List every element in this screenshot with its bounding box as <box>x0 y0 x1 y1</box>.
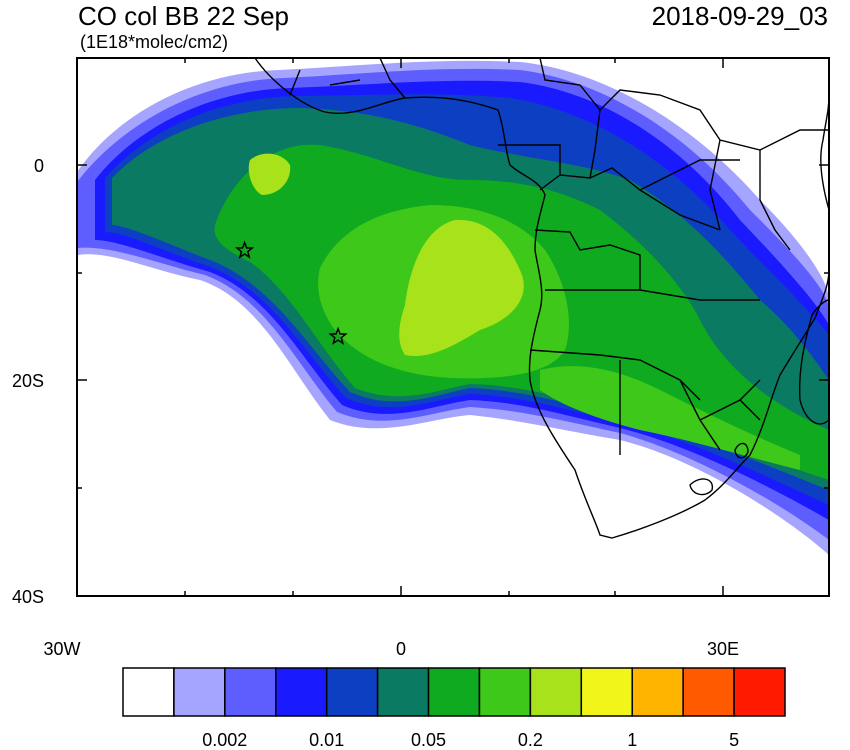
x-tick-label: 30W <box>43 639 80 659</box>
colorbar-label: 1 <box>627 730 637 750</box>
colorbar-swatch <box>427 667 481 717</box>
datetime-label: 2018-09-29_03 <box>651 1 828 31</box>
colorbar-label: 0.01 <box>309 730 344 750</box>
colorbar-swatch <box>631 667 684 717</box>
colorbar-swatch <box>325 667 379 717</box>
plume-level-yellow-green <box>399 219 524 356</box>
colorbar-label: 0.002 <box>202 730 247 750</box>
y-tick-label: 0 <box>34 156 44 176</box>
colorbar-swatch <box>122 667 175 717</box>
colorbar-swatch <box>529 667 583 717</box>
colorbar-swatch <box>478 667 532 717</box>
station-star-marker <box>234 240 255 259</box>
x-tick-label: 30E <box>707 639 739 659</box>
colorbar-swatch <box>580 667 633 717</box>
interior-borders <box>289 58 829 455</box>
plume-level-green-secondary <box>540 366 800 470</box>
colorbar-swatch <box>733 667 786 717</box>
y-tick-label: 20S <box>12 371 44 391</box>
colorbar-label: 0.05 <box>411 730 446 750</box>
africa-west-coast <box>254 58 829 539</box>
co-plume-field <box>77 60 829 556</box>
colorbar-swatch <box>275 667 328 717</box>
axis-ticks <box>76 58 829 596</box>
colorbar: 0.002 0.01 0.05 0.2 1 5 <box>122 667 786 750</box>
colorbar-swatch <box>173 667 226 717</box>
madagascar <box>798 299 829 425</box>
plume-level-yellow-green-arm <box>248 153 291 195</box>
colorbar-swatch <box>682 667 735 717</box>
plot-frame <box>76 57 830 597</box>
map-title: CO col BB 22 Sep <box>78 1 289 31</box>
africa-east-coast <box>820 94 829 211</box>
colorbar-swatch <box>376 667 430 717</box>
colorbar-label: 5 <box>729 730 739 750</box>
colorbar-label: 0.2 <box>518 730 543 750</box>
x-tick-label: 0 <box>396 639 406 659</box>
station-markers <box>234 240 348 345</box>
station-star-marker <box>328 326 348 345</box>
y-tick-label: 40S <box>12 587 44 607</box>
colorbar-swatch <box>224 667 277 717</box>
units-label: (1E18*molec/cm2) <box>80 32 229 52</box>
lake-outline <box>689 442 749 496</box>
